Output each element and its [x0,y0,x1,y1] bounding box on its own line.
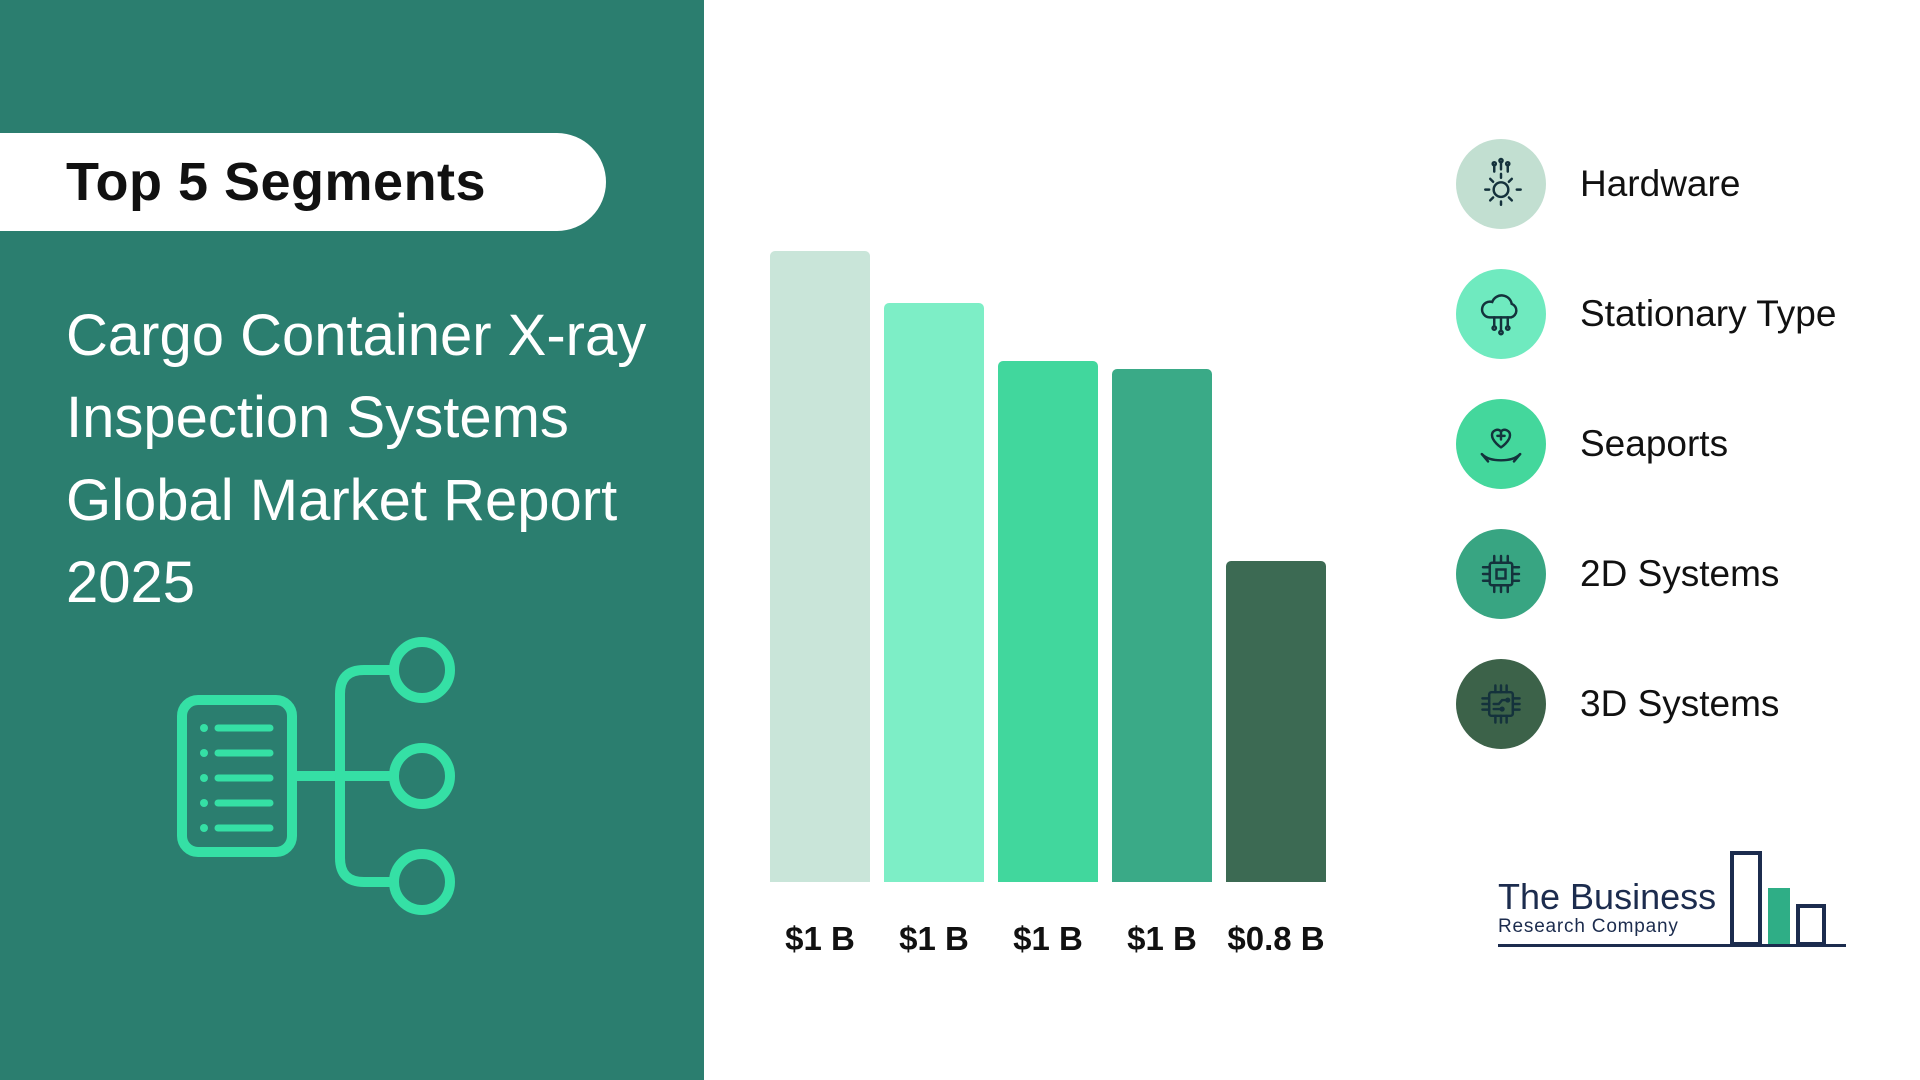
bar-column: $1 B [884,303,984,960]
hands-heart-icon [1456,399,1546,489]
legend-label: Hardware [1580,163,1741,204]
legend-label: 2D Systems [1580,553,1780,594]
chip-2d-icon [1456,529,1546,619]
bar-value-label: $1 B [785,920,855,957]
left-panel: Top 5 Segments Cargo Container X-ray Ins… [0,0,704,1080]
legend-item-seaports: Seaports [1456,399,1836,489]
legend-item-2d-systems: 2D Systems [1456,529,1836,619]
bar-value-label: $1 B [1013,920,1083,957]
bar-chart: $1 B $1 B $1 B $1 B $0.8 B [770,185,1370,960]
bar-3d-systems [1226,561,1326,882]
legend-label: Stationary Type [1580,293,1837,334]
legend-item-stationary-type: Stationary Type [1456,269,1836,359]
legend-label: 3D Systems [1580,683,1780,724]
report-title: Cargo Container X-ray Inspection Systems… [66,303,647,616]
logo-name-line1: The Business [1498,876,1717,918]
gear-circuit-icon [1456,139,1546,229]
bar-seaports [998,361,1098,882]
legend-item-3d-systems: 3D Systems [1456,659,1836,749]
bar-column: $1 B [770,251,870,960]
badge-label: Top 5 Segments [66,152,487,212]
company-logo-text: The Business Research Company [1498,878,1716,938]
bar-value-label: $0.8 B [1227,920,1325,957]
bar-value-label: $1 B [1127,920,1197,957]
bar-value-label: $1 B [899,920,969,957]
logo-bars-icon [1726,848,1846,944]
badge-top-5-segments: Top 5 Segments [0,133,606,231]
bar-column: $1 B [998,361,1098,960]
bar-2d-systems [1112,369,1212,882]
bar-stationary-type [884,303,984,882]
chip-3d-icon [1456,659,1546,749]
legend-item-hardware: Hardware [1456,139,1836,229]
legend: Hardware Stationary Type Seaports 2D System… [1456,139,1836,749]
bar-column: $0.8 B [1226,561,1326,960]
bar-hardware [770,251,870,882]
cloud-circuit-icon [1456,269,1546,359]
bar-column: $1 B [1112,369,1212,960]
logo-name-line2: Research Company [1498,916,1679,937]
company-logo: The Business Research Company [1498,848,1847,947]
legend-label: Seaports [1580,423,1729,464]
mindmap-icon [168,625,488,955]
